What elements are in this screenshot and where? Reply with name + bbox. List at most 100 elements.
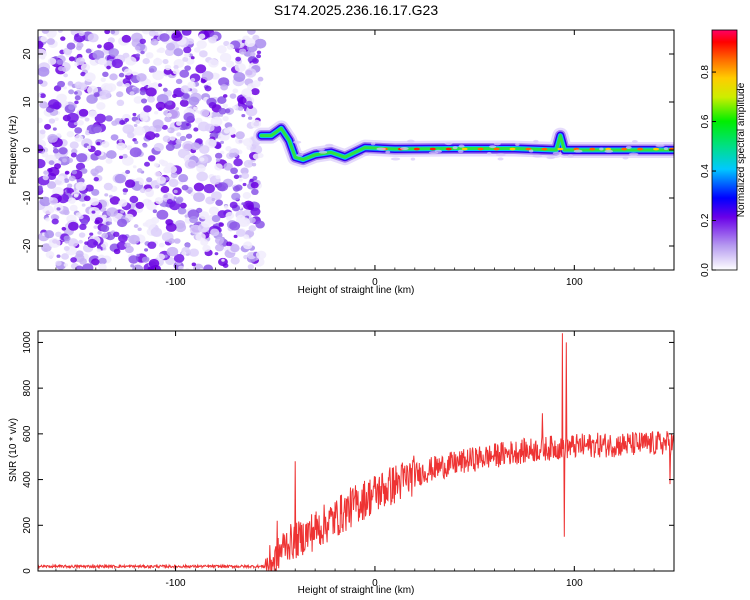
noise-speckle — [144, 218, 157, 229]
noise-speckle — [154, 197, 164, 204]
noise-speckle — [234, 184, 243, 191]
x-tick-label: -100 — [166, 277, 186, 288]
noise-speckle — [57, 66, 64, 72]
noise-speckle — [116, 142, 126, 151]
y-tick-label: 200 — [22, 517, 33, 534]
noise-speckle — [63, 86, 68, 90]
signal-peak — [461, 147, 468, 151]
noise-speckle — [122, 188, 129, 193]
noise-speckle — [153, 162, 159, 168]
noise-speckle — [170, 172, 178, 179]
noise-speckle — [116, 241, 127, 250]
noise-speckle — [64, 170, 70, 175]
signal-halo — [400, 147, 409, 151]
noise-speckle — [38, 144, 44, 154]
noise-speckle — [242, 200, 254, 210]
noise-speckle — [158, 242, 165, 248]
noise-speckle — [173, 238, 181, 244]
snr-y-label: SNR (10 * v/v) — [8, 418, 19, 482]
noise-speckle — [76, 153, 88, 163]
noise-speckle — [155, 101, 166, 110]
noise-speckle — [232, 88, 239, 94]
noise-speckle — [235, 131, 245, 140]
signal-halo — [486, 151, 492, 155]
noise-speckle — [226, 241, 233, 247]
signal-halo — [546, 156, 556, 160]
noise-speckle — [210, 228, 220, 237]
noise-speckle — [184, 159, 197, 170]
y-tick-label: 0 — [22, 147, 33, 153]
noise-speckle — [97, 57, 107, 66]
noise-speckle — [102, 247, 107, 251]
noise-speckle — [129, 195, 139, 204]
signal-halo — [457, 149, 464, 153]
noise-speckle — [193, 47, 201, 53]
signal-halo — [631, 140, 638, 144]
noise-speckle — [199, 145, 210, 154]
noise-speckle — [193, 106, 198, 111]
noise-speckle — [133, 126, 145, 136]
noise-speckle — [70, 152, 77, 158]
noise-speckle — [242, 182, 247, 187]
noise-speckle — [74, 100, 79, 105]
noise-speckle — [147, 266, 155, 270]
noise-speckle — [63, 178, 70, 183]
noise-speckle — [118, 72, 125, 78]
noise-speckle — [214, 236, 225, 245]
snr-series-line — [38, 333, 674, 571]
colorbar-tick-label: 0.4 — [700, 164, 711, 178]
noise-speckle — [106, 65, 111, 70]
noise-speckle — [51, 218, 59, 225]
noise-speckle — [150, 38, 159, 46]
noise-speckle — [67, 238, 79, 248]
noise-speckle — [232, 152, 239, 158]
noise-speckle — [38, 79, 44, 85]
noise-speckle — [150, 227, 163, 237]
noise-speckle — [48, 160, 55, 166]
noise-speckle — [182, 56, 189, 62]
noise-speckle — [136, 73, 147, 82]
noise-speckle — [255, 220, 265, 229]
noise-speckle — [175, 198, 183, 204]
noise-speckle — [113, 231, 120, 238]
signal-halo — [410, 157, 416, 161]
signal-halo — [493, 142, 501, 146]
noise-speckle — [248, 217, 256, 224]
noise-speckle — [139, 114, 149, 122]
noise-speckle — [211, 197, 216, 202]
noise-speckle — [148, 30, 157, 37]
noise-speckle — [188, 248, 199, 257]
noise-speckle — [195, 64, 207, 74]
noise-speckle — [134, 45, 141, 51]
noise-speckle — [135, 201, 145, 209]
noise-speckle — [123, 192, 127, 196]
signal-peak — [557, 147, 564, 151]
noise-speckle — [190, 56, 195, 60]
noise-speckle — [144, 188, 155, 197]
noise-speckle — [46, 38, 55, 45]
x-tick-label: -100 — [166, 578, 186, 589]
noise-speckle — [103, 41, 114, 51]
noise-speckle — [153, 57, 163, 66]
noise-speckle — [199, 211, 210, 220]
signal-halo — [292, 140, 302, 144]
noise-speckle — [132, 112, 137, 117]
noise-speckle — [164, 64, 172, 71]
noise-speckle — [39, 196, 52, 207]
noise-speckle — [257, 76, 264, 82]
noise-speckle — [136, 253, 140, 257]
noise-speckle — [226, 245, 231, 250]
noise-speckle — [154, 110, 159, 115]
noise-speckle — [86, 145, 92, 150]
noise-speckle — [104, 193, 109, 197]
noise-speckle — [68, 56, 75, 62]
noise-speckle — [61, 253, 69, 260]
noise-speckle — [204, 85, 212, 92]
snr-y-ticks: 0 200 400 600 800 1000 — [22, 331, 674, 574]
noise-speckle — [118, 138, 123, 142]
noise-speckle — [93, 92, 100, 98]
noise-speckle — [247, 30, 256, 35]
noise-speckle — [201, 71, 214, 81]
noise-speckle — [126, 145, 133, 151]
noise-speckle — [145, 87, 157, 97]
